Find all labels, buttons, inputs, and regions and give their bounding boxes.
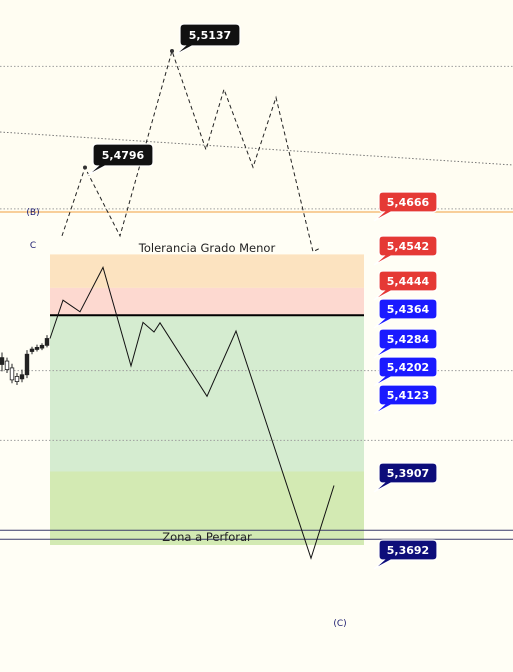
peak-label-high: 5,5137: [174, 23, 241, 56]
price-label-2: 5,4444: [373, 270, 438, 301]
price-label-2-text: 5,4444: [387, 275, 430, 288]
zone-band-3: [50, 471, 364, 545]
price-label-5: 5,4202: [373, 356, 438, 387]
zone-layer: [50, 254, 364, 545]
candle-body-5: [24, 353, 30, 376]
price-label-7: 5,3907: [373, 462, 438, 493]
price-label-8-text: 5,3692: [387, 544, 429, 557]
peak-dot-mid: [83, 165, 87, 170]
solid-wave-path: [49, 266, 335, 560]
projected-wave-path: [61, 49, 321, 253]
zone-band-1: [50, 287, 364, 316]
wave-paths: [49, 48, 335, 560]
candle-body-0: [0, 357, 5, 365]
wave-label-c: (C): [333, 619, 346, 629]
peak-label-mid: 5,4796: [87, 143, 154, 176]
price-label-1: 5,4542: [373, 235, 438, 266]
candlesticks: [0, 335, 50, 385]
price-label-5-text: 5,4202: [387, 361, 429, 374]
zone-band-2: [50, 315, 364, 472]
candle-body-2: [9, 367, 15, 381]
candle-body-9: [44, 338, 50, 346]
price-label-5-box: [373, 356, 438, 387]
price-label-4: 5,4284: [373, 328, 438, 359]
price-label-4-box: [373, 328, 438, 359]
price-label-3: 5,4364: [373, 298, 438, 329]
zone-label-perforar: Zona a Perforar: [162, 530, 252, 544]
zone-label-tolerancia: Tolerancia Grado Menor: [138, 241, 276, 255]
price-label-2-box: [373, 270, 438, 301]
candle-body-8: [39, 344, 45, 349]
price-label-0-text: 5,4666: [387, 196, 430, 209]
price-label-8: 5,3692: [373, 539, 438, 570]
candle-body-4: [19, 374, 25, 380]
price-label-6-text: 5,4123: [387, 389, 429, 402]
price-label-3-box: [373, 298, 438, 329]
upper-background: [0, 0, 513, 212]
chart-background: [0, 0, 513, 212]
descending-trendline: [0, 131, 513, 166]
price-label-6: 5,4123: [373, 384, 438, 415]
candle-body-1: [4, 360, 10, 371]
peak-label-high-text: 5,5137: [189, 29, 231, 42]
trend-line-layer: [0, 131, 513, 166]
candle-body-7: [34, 346, 40, 350]
price-label-7-text: 5,3907: [387, 467, 429, 480]
price-label-1-box: [373, 235, 438, 266]
candle-body-6: [29, 348, 35, 352]
price-label-1-text: 5,4542: [387, 240, 429, 253]
price-labels: 5,5137 5,4796 5,4666 5,4542 5,4444 5,4364 5,42…: [87, 23, 438, 570]
peak-label-mid-box: [87, 143, 154, 176]
candle-body-3: [14, 376, 20, 382]
price-label-0-box: [373, 191, 438, 222]
price-label-8-box: [373, 539, 438, 570]
price-label-4-text: 5,4284: [387, 333, 430, 346]
horizontal-lines: [0, 65, 513, 540]
peak-label-high-box: [174, 23, 241, 56]
price-label-7-box: [373, 462, 438, 493]
wave-label-c-small: C: [30, 241, 36, 251]
peak-dot-high: [170, 48, 174, 53]
price-label-3-text: 5,4364: [387, 303, 430, 316]
text-layer: Tolerancia Grado Menor Zona a Perforar (…: [26, 208, 346, 629]
price-label-0: 5,4666: [373, 191, 438, 222]
price-label-6-box: [373, 384, 438, 415]
peak-label-mid-text: 5,4796: [102, 149, 145, 162]
zone-band-0: [50, 254, 364, 288]
wave-label-b: (B): [26, 208, 39, 218]
